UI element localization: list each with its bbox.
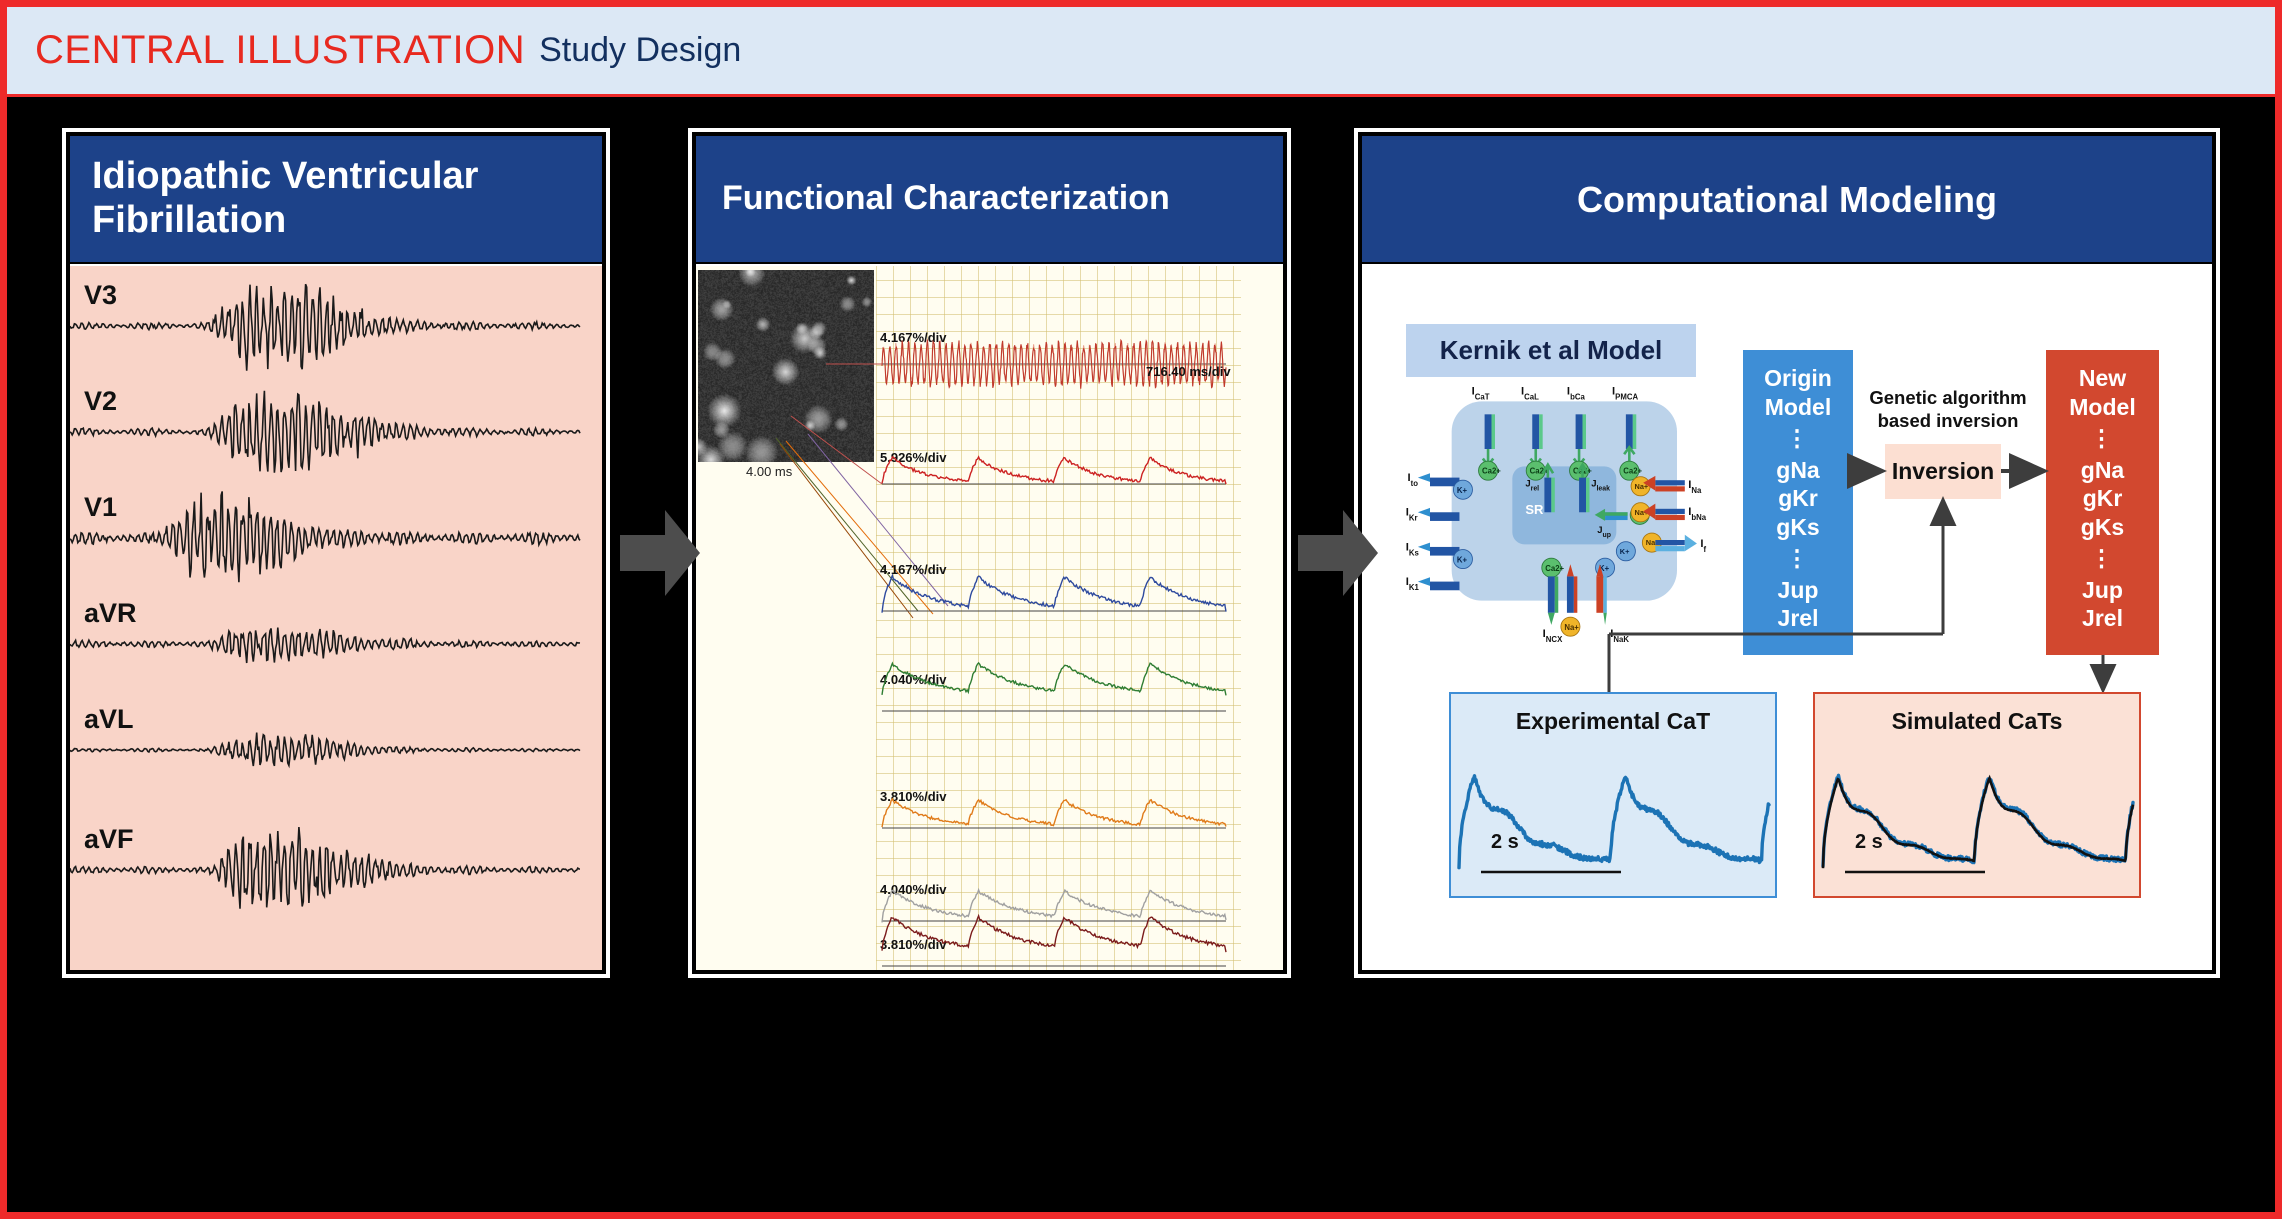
svg-text:716.40 ms/div: 716.40 ms/div (1146, 364, 1231, 379)
svg-text:5.926%/div: 5.926%/div (880, 450, 947, 465)
svg-text:2 s: 2 s (1491, 831, 1519, 853)
svg-text:2 s: 2 s (1855, 831, 1883, 853)
svg-text:4.167%/div: 4.167%/div (880, 330, 947, 345)
svg-text:4.167%/div: 4.167%/div (880, 562, 947, 577)
svg-text:3.810%/div: 3.810%/div (880, 789, 947, 804)
